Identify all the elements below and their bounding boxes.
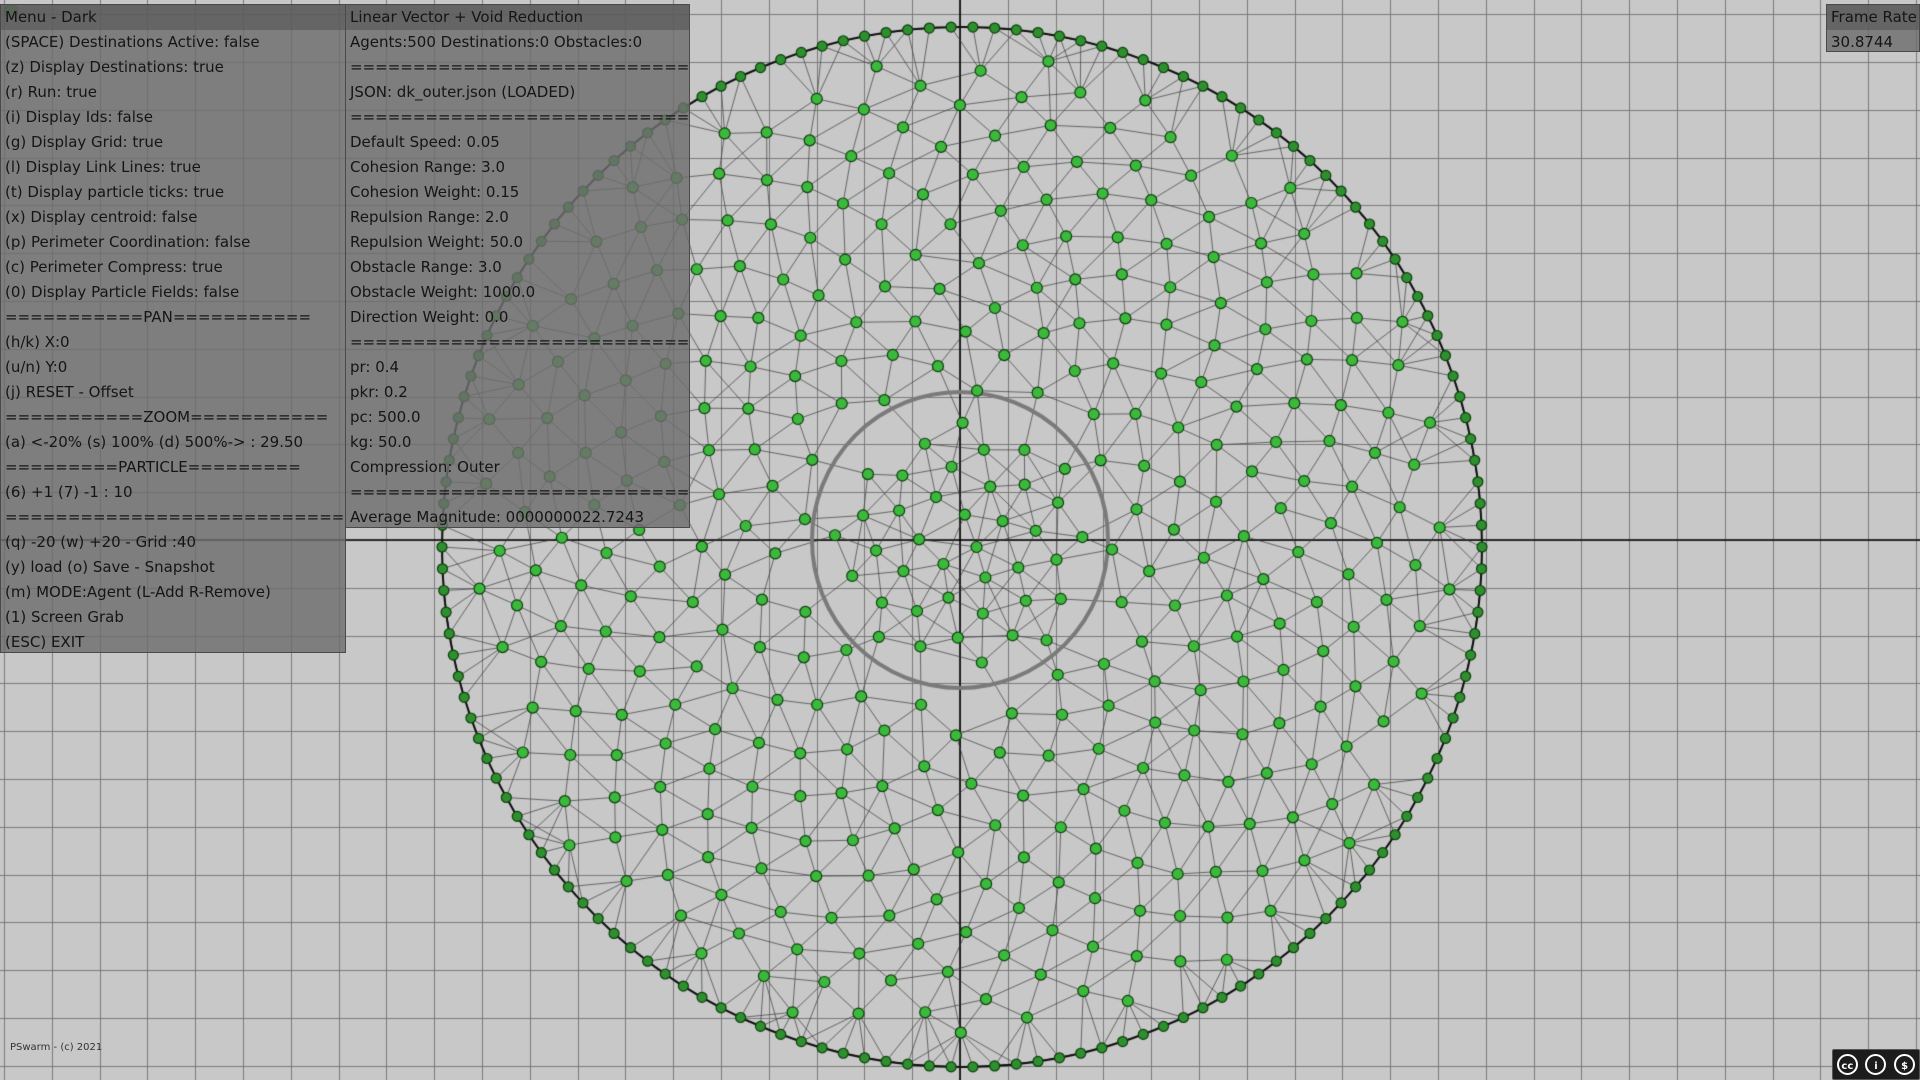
menu-lines-line: (a) <-20% (s) 100% (d) 500%-> : 29.50	[5, 433, 304, 451]
noncommercial-icon: $	[1894, 1054, 1916, 1075]
menu-lines-line: (m) MODE:Agent (L-Add R-Remove)	[5, 583, 271, 601]
stats-lines-line: Direction Weight: 0.0	[350, 308, 509, 326]
frame-rate-label: Frame Rate	[1827, 5, 1919, 30]
attribution-icon: i	[1865, 1054, 1887, 1075]
menu-lines-line: ===========ZOOM===========	[5, 408, 329, 426]
menu-lines-line: (g) Display Grid: true	[5, 133, 164, 151]
menu-panel: Menu - Dark (SPACE) Destinations Active:…	[0, 4, 346, 653]
stats-title: Linear Vector + Void Reduction	[346, 5, 689, 30]
menu-lines-line: ==============================	[5, 508, 345, 526]
license-badge: cc i $	[1832, 1049, 1920, 1080]
stats-lines-line: ==============================	[350, 333, 689, 351]
menu-lines-line: (1) Screen Grab	[5, 608, 124, 626]
stats-lines-line: Obstacle Range: 3.0	[350, 258, 502, 276]
cc-icon: cc	[1836, 1054, 1858, 1075]
frame-rate-panel: Frame Rate 30.8744	[1826, 4, 1920, 52]
menu-lines-line: (c) Perimeter Compress: true	[5, 258, 223, 276]
menu-lines-line: (q) -20 (w) +20 - Grid :40	[5, 533, 196, 551]
menu-lines-line: (p) Perimeter Coordination: false	[5, 233, 251, 251]
menu-lines-line: =========PARTICLE=========	[5, 458, 301, 476]
stats-lines-line: Cohesion Range: 3.0	[350, 158, 506, 176]
stats-lines-line: Average Magnitude: 0000000022.7243	[350, 508, 645, 526]
stats-lines-line: ==============================	[350, 483, 689, 501]
menu-lines-line: (i) Display Ids: false	[5, 108, 153, 126]
menu-lines-line: (j) RESET - Offset	[5, 383, 134, 401]
menu-lines-line: ===========PAN===========	[5, 308, 312, 326]
stats-lines-line: Default Speed: 0.05	[350, 133, 500, 151]
menu-lines-line: (0) Display Particle Fields: false	[5, 283, 240, 301]
stats-lines-line: ==============================	[350, 108, 689, 126]
menu-lines-line: (y) load (o) Save - Snapshot	[5, 558, 215, 576]
frame-rate-value: 30.8744	[1831, 33, 1894, 51]
stats-lines-line: pkr: 0.2	[350, 383, 408, 401]
menu-lines: (SPACE) Destinations Active: false (z) Di…	[1, 30, 345, 655]
stats-lines-line: Compression: Outer	[350, 458, 500, 476]
stats-lines-line: Cohesion Weight: 0.15	[350, 183, 520, 201]
stats-lines-line: Repulsion Range: 2.0	[350, 208, 509, 226]
stats-lines-line: kg: 50.0	[350, 433, 412, 451]
stats-lines-line: Repulsion Weight: 50.0	[350, 233, 524, 251]
stats-panel: Linear Vector + Void Reduction Agents:50…	[345, 4, 690, 528]
menu-lines-line: (SPACE) Destinations Active: false	[5, 33, 260, 51]
stats-lines-line: ==============================	[350, 58, 689, 76]
copyright-text: PSwarm - (c) 2021	[10, 1042, 103, 1053]
menu-lines-line: (u/n) Y:0	[5, 358, 68, 376]
menu-lines-line: (x) Display centroid: false	[5, 208, 198, 226]
menu-lines-line: (h/k) X:0	[5, 333, 70, 351]
stats-lines-line: JSON: dk_outer.json (LOADED)	[350, 83, 576, 101]
menu-lines-line: (z) Display Destinations: true	[5, 58, 224, 76]
stats-lines: Agents:500 Destinations:0 Obstacles:0 ===…	[346, 30, 689, 530]
stats-lines-line: Agents:500 Destinations:0 Obstacles:0	[350, 33, 643, 51]
menu-lines-line: (ESC) EXIT	[5, 633, 85, 651]
stats-lines-line: pr: 0.4	[350, 358, 400, 376]
menu-lines-line: (r) Run: true	[5, 83, 98, 101]
menu-lines-line: (l) Display Link Lines: true	[5, 158, 201, 176]
menu-lines-line: (6) +1 (7) -1 : 10	[5, 483, 133, 501]
menu-lines-line: (t) Display particle ticks: true	[5, 183, 225, 201]
stats-lines-line: pc: 500.0	[350, 408, 421, 426]
menu-title: Menu - Dark	[1, 5, 345, 30]
stats-lines-line: Obstacle Weight: 1000.0	[350, 283, 536, 301]
